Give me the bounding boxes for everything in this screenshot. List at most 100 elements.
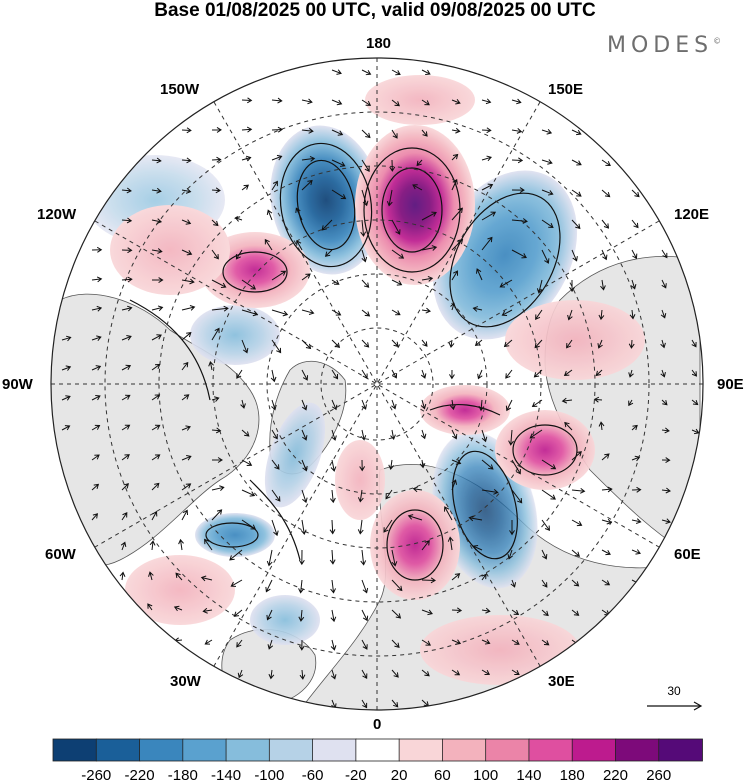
wind-arrow <box>631 549 641 555</box>
wind-arrow <box>204 639 213 645</box>
wind-arrow <box>421 609 433 616</box>
wind-arrow <box>151 248 163 254</box>
wind-arrow <box>420 369 427 379</box>
wind-arrow <box>121 187 132 194</box>
wind-arrow <box>361 609 369 622</box>
wind-arrow <box>507 549 514 560</box>
wind-arrow <box>241 184 250 191</box>
wind-arrow <box>481 639 491 645</box>
wind-arrow <box>264 238 273 251</box>
wind-arrow <box>561 397 573 404</box>
wind-arrow <box>151 363 161 371</box>
blue-anomaly-a <box>270 125 382 275</box>
wind-arrow <box>449 399 456 411</box>
wind-arrow <box>389 159 396 172</box>
colorbar-label: -20 <box>345 767 367 783</box>
wind-arrow <box>271 339 282 354</box>
lon-label-30e: 30E <box>548 673 575 690</box>
lon-label-0: 0 <box>373 716 382 733</box>
wind-arrow <box>535 309 543 320</box>
wind-arrow <box>564 421 573 431</box>
wind-arrow <box>181 278 195 285</box>
pink-anomaly-d <box>420 385 510 435</box>
wind-arrow <box>241 429 250 437</box>
wind-arrow <box>421 669 430 677</box>
colorbar-swatch <box>268 738 314 762</box>
wind-arrow <box>271 126 284 133</box>
wind-arrow <box>631 455 641 462</box>
wind-arrow <box>511 218 528 224</box>
wind-arrow <box>361 189 369 207</box>
wind-arrow <box>61 425 71 431</box>
wind-arrow <box>628 399 634 407</box>
wind-arrow <box>330 639 337 651</box>
wind-arrow <box>511 459 521 475</box>
wind-arrow <box>661 518 672 525</box>
wind-arrow <box>300 519 307 535</box>
wind-arrow <box>361 279 370 288</box>
wind-arrow <box>151 157 162 164</box>
wind-arrow <box>481 607 491 614</box>
wind-arrow <box>233 609 243 617</box>
wind-arrow <box>661 487 671 494</box>
wind-arrow <box>211 279 227 288</box>
wind-arrow <box>391 639 400 649</box>
wind-arrow <box>181 361 189 371</box>
lon-label-90e: 90E <box>717 376 744 393</box>
colorbar-swatch <box>528 738 574 762</box>
wind-arrow <box>481 236 493 251</box>
wind-arrow <box>330 459 337 472</box>
wind-arrow <box>571 129 582 136</box>
wind-arrow <box>173 605 183 612</box>
wind-arrow <box>691 369 698 377</box>
wind-arrow <box>631 249 638 260</box>
wind-arrow <box>361 579 369 594</box>
wind-arrow <box>481 459 494 470</box>
lon-label-60w: 60W <box>45 546 76 563</box>
wind-arrow <box>391 69 401 76</box>
wind-arrow <box>151 277 164 283</box>
wind-arrow <box>211 485 225 491</box>
wind-arrow <box>598 309 605 321</box>
pink-anomaly-f <box>505 300 645 380</box>
reference-vector: 30 <box>647 684 703 711</box>
wind-arrow <box>241 339 249 354</box>
wind-arrow <box>601 486 613 493</box>
wind-arrow <box>451 127 461 134</box>
wind-arrow <box>211 219 219 227</box>
wind-arrow <box>241 309 259 317</box>
wind-arrow <box>499 279 513 288</box>
wind-arrow <box>204 538 213 551</box>
wind-arrow <box>628 339 635 349</box>
wind-arrow <box>121 483 129 491</box>
wind-arrow <box>91 246 103 253</box>
wind-arrow <box>360 219 367 237</box>
wind-arrow <box>301 399 308 411</box>
wind-arrow <box>361 309 371 317</box>
wind-arrow <box>361 699 368 709</box>
wind-arrow <box>451 459 462 465</box>
wind-arrow <box>481 573 487 581</box>
wind-arrow <box>477 369 483 380</box>
wind-arrow <box>236 369 243 379</box>
wind-arrow <box>444 506 453 521</box>
colorbar-label: -140 <box>211 767 241 783</box>
wind-arrow <box>481 183 494 191</box>
wind-arrow <box>386 189 393 207</box>
colorbar-swatch <box>355 738 401 762</box>
wind-arrow <box>331 399 338 411</box>
wind-arrow <box>448 339 455 349</box>
pink-anomaly-j <box>335 440 385 520</box>
graticule <box>51 58 703 710</box>
wind-arrow <box>541 159 553 165</box>
wind-arrow <box>474 339 483 347</box>
wind-arrow <box>267 639 274 650</box>
wind-arrow <box>412 184 423 191</box>
wind-arrow <box>61 365 72 371</box>
wind-arrow <box>200 575 213 582</box>
wind-arrow <box>235 249 243 260</box>
wind-arrow <box>211 396 220 402</box>
wind-arrow <box>181 219 192 225</box>
wind-arrow <box>331 369 339 380</box>
